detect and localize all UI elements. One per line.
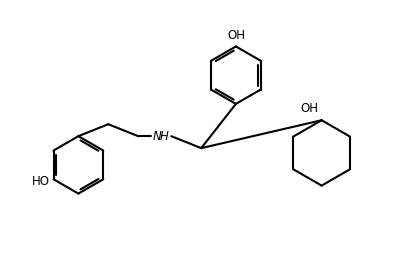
Text: H: H: [160, 130, 169, 143]
Text: OH: OH: [227, 29, 245, 43]
Text: HO: HO: [32, 175, 50, 188]
Text: OH: OH: [301, 102, 318, 115]
Text: N: N: [153, 130, 162, 143]
